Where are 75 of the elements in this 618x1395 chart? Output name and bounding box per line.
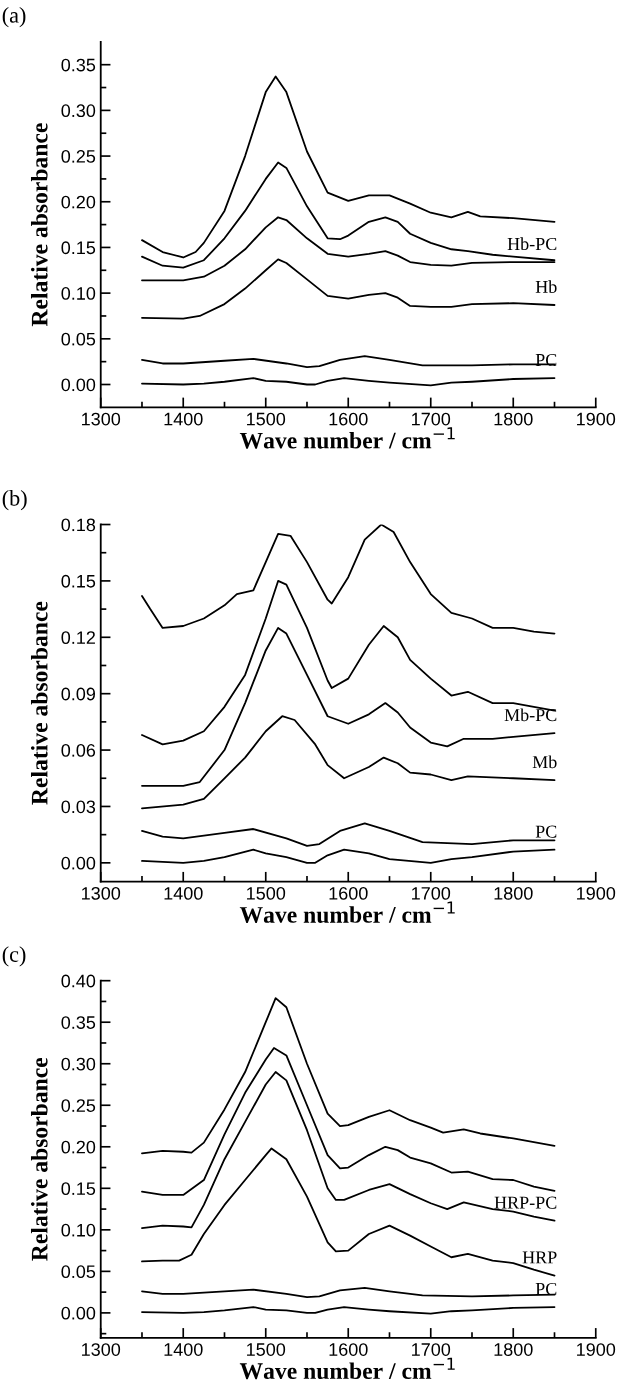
x-tick-label: 1700 xyxy=(412,886,451,900)
y-axis-title: Relative absorbance xyxy=(30,601,48,805)
y-axis-title: Relative absorbance xyxy=(30,123,48,327)
series-label: Hb-PC xyxy=(507,237,557,251)
x-tick-label: 1600 xyxy=(329,886,368,900)
line-series xyxy=(141,1306,556,1315)
y-tick-label: 0.06 xyxy=(61,744,96,757)
x-tick-label: 1800 xyxy=(494,412,533,426)
x-tick-label: 1900 xyxy=(577,412,616,426)
x-tick-label: 1400 xyxy=(164,412,203,426)
line-series xyxy=(141,355,556,369)
series-label: HRP xyxy=(522,1251,557,1264)
chart-title: (b) xyxy=(2,490,27,511)
y-tick-label: 0.35 xyxy=(61,1016,96,1029)
y-tick-label: 0.03 xyxy=(61,800,96,814)
chart-title: (c) xyxy=(2,946,26,967)
x-axis-title: Wave number / cm$^{−1}$ xyxy=(239,1357,455,1380)
line-series xyxy=(141,1147,556,1277)
series-label: PC xyxy=(535,825,557,838)
y-tick-label: 0.12 xyxy=(61,631,95,645)
line-series xyxy=(141,580,556,746)
line-series xyxy=(141,997,556,1155)
line-series xyxy=(141,524,556,635)
x-tick-label: 1300 xyxy=(82,1343,121,1356)
y-tick-label: 0.05 xyxy=(61,332,96,346)
y-tick-label: 0.30 xyxy=(61,104,96,118)
x-tick-label: 1800 xyxy=(494,1343,533,1356)
y-tick-label: 0.10 xyxy=(61,1223,96,1237)
y-tick-label: 0.05 xyxy=(61,1265,96,1279)
x-tick-label: 1600 xyxy=(329,1343,368,1356)
x-tick-label: 1400 xyxy=(164,1343,203,1356)
series-label: Hb xyxy=(535,280,557,293)
line-series xyxy=(141,377,556,387)
y-tick-label: 0.18 xyxy=(61,518,96,532)
y-tick-label: 0.20 xyxy=(61,1140,96,1154)
y-tick-label: 0.15 xyxy=(61,1182,96,1196)
x-tick-label: 1700 xyxy=(412,412,451,426)
y-tick-label: 0.15 xyxy=(61,574,96,588)
chart-title: (a) xyxy=(2,7,26,28)
y-tick-label: 0.25 xyxy=(61,1099,96,1112)
line-series xyxy=(141,258,556,320)
x-tick-label: 1600 xyxy=(329,412,368,426)
line-series xyxy=(141,848,556,864)
x-tick-label: 1500 xyxy=(247,886,286,900)
x-tick-label: 1500 xyxy=(247,412,286,426)
x-tick-label: 1900 xyxy=(577,886,616,900)
x-tick-label: 1900 xyxy=(577,1343,616,1356)
line-series xyxy=(141,75,556,259)
series-label: Mb-PC xyxy=(504,708,557,722)
y-tick-label: 0.20 xyxy=(61,195,96,209)
x-tick-label: 1300 xyxy=(82,886,121,900)
y-axis-title: Relative absorbance xyxy=(30,1057,48,1261)
series-label: Mb xyxy=(532,755,557,769)
y-tick-label: 0.25 xyxy=(61,150,96,163)
y-tick-label: 0.00 xyxy=(61,1306,96,1320)
y-tick-label: 0.15 xyxy=(61,241,96,255)
x-axis-title: Wave number / cm$^{−1}$ xyxy=(239,901,455,923)
x-tick-label: 1500 xyxy=(247,1343,286,1356)
line-series xyxy=(141,1047,556,1196)
x-tick-label: 1400 xyxy=(164,886,203,900)
y-tick-label: 0.40 xyxy=(61,974,96,988)
line-series xyxy=(141,1071,556,1230)
x-axis-title: Wave number / cm$^{−1}$ xyxy=(239,427,455,449)
y-tick-label: 0.30 xyxy=(61,1057,96,1071)
x-tick-label: 1300 xyxy=(82,412,121,426)
line-series xyxy=(141,822,556,847)
y-tick-label: 0.10 xyxy=(61,287,96,300)
y-tick-label: 0.00 xyxy=(61,856,96,870)
y-tick-label: 0.00 xyxy=(61,378,96,392)
line-series xyxy=(141,626,556,787)
x-tick-label: 1700 xyxy=(412,1343,451,1356)
x-tick-label: 1800 xyxy=(494,886,533,900)
y-tick-label: 0.35 xyxy=(61,58,96,72)
series-label: HRP-PC xyxy=(494,1196,557,1209)
y-tick-label: 0.09 xyxy=(61,687,96,701)
